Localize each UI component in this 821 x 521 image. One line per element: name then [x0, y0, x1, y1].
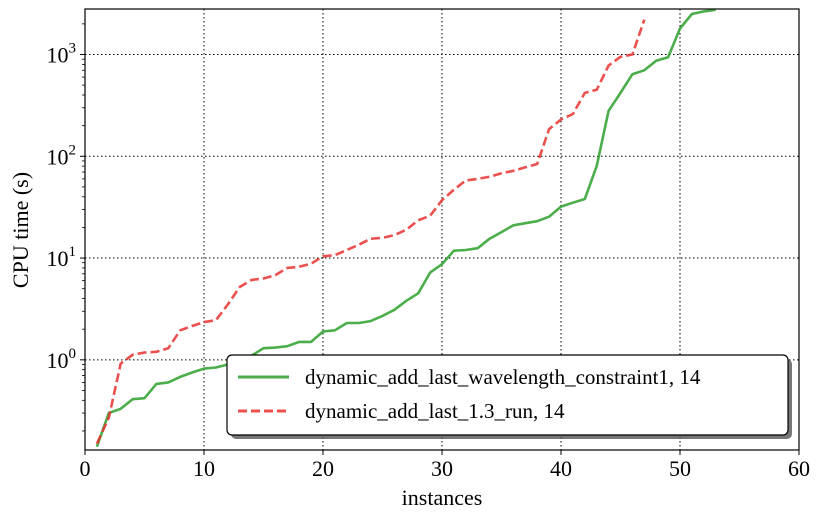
x-tick-label: 50: [669, 456, 691, 481]
series-line-0: [95, 9, 716, 448]
y-axis-label: CPU time (s): [8, 172, 33, 288]
x-tick-label: 20: [312, 456, 334, 481]
legend[interactable]: dynamic_add_last_wavelength_constraint1,…: [226, 354, 792, 439]
y-axis: 100 101 102 103: [47, 23, 85, 432]
x-tick-label: 40: [550, 456, 572, 481]
y-tick-label: 101: [47, 244, 77, 271]
legend-box: [226, 354, 789, 436]
y-tick-label: 102: [47, 142, 77, 169]
x-tick-label: 10: [193, 456, 215, 481]
x-tick-label: 0: [80, 456, 91, 481]
legend-label-1: dynamic_add_last_1.3_run, 14: [305, 399, 565, 423]
x-tick-label: 30: [431, 456, 453, 481]
x-tick-label: 60: [788, 456, 810, 481]
y-tick-label: 103: [47, 41, 77, 68]
y-tick-label: 100: [47, 346, 77, 373]
x-axis: 0 10 20 30 40 50 60: [80, 450, 810, 481]
x-axis-label: instances: [402, 485, 483, 510]
series-lines: [95, 9, 716, 448]
legend-label-0: dynamic_add_last_wavelength_constraint1,…: [305, 365, 701, 389]
